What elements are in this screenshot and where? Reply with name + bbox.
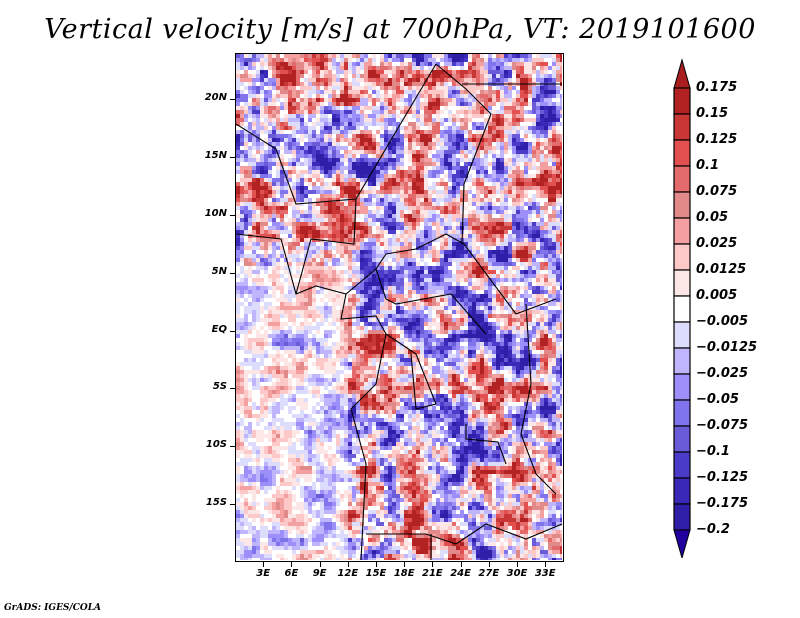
colorbar-label: 0.0125 bbox=[696, 262, 747, 277]
colorbar-label: −0.125 bbox=[696, 470, 749, 485]
colorbar-bin bbox=[673, 425, 691, 453]
country-border bbox=[350, 333, 387, 560]
colorbar-bin bbox=[673, 451, 691, 479]
velocity-field bbox=[236, 54, 562, 560]
velocity-cells bbox=[236, 54, 562, 560]
country-border bbox=[366, 523, 562, 545]
y-tick-mark bbox=[230, 99, 235, 101]
colorbar-label: 0.075 bbox=[696, 184, 738, 199]
colorbar-bin bbox=[673, 347, 691, 375]
country-border bbox=[520, 303, 557, 495]
x-tick-mark bbox=[376, 562, 377, 567]
colorbar-label: −0.2 bbox=[696, 522, 730, 537]
colorbar-bottom-arrow bbox=[673, 529, 691, 558]
x-tick-label: 24E bbox=[450, 568, 471, 579]
x-tick-mark bbox=[347, 562, 349, 567]
colorbar-bin bbox=[673, 321, 691, 349]
colorbar-label: 0.05 bbox=[696, 210, 729, 225]
x-tick-mark bbox=[404, 562, 406, 567]
colorbar-label: 0.025 bbox=[696, 236, 738, 251]
colorbar-bin bbox=[673, 295, 691, 323]
x-tick-mark bbox=[319, 562, 321, 567]
y-tick-label: 10N bbox=[204, 207, 227, 219]
colorbar-label: 0.005 bbox=[696, 288, 738, 303]
y-tick-mark bbox=[230, 330, 235, 332]
x-tick-label: 27E bbox=[478, 568, 500, 579]
y-tick-label: 20N bbox=[204, 92, 227, 104]
y-tick-label: 10S bbox=[205, 439, 227, 451]
country-border bbox=[295, 198, 357, 295]
country-border bbox=[465, 424, 507, 465]
x-tick-label: 33E bbox=[534, 568, 556, 579]
country-border bbox=[385, 233, 557, 315]
colorbar-bin bbox=[673, 243, 691, 271]
colorbar-bin bbox=[673, 191, 691, 219]
colorbar-bin bbox=[673, 399, 691, 427]
colorbar-bin bbox=[673, 503, 691, 531]
country-border bbox=[435, 63, 492, 245]
y-tick-label: EQ bbox=[211, 323, 227, 335]
colorbar-bin bbox=[673, 113, 691, 141]
country-border bbox=[236, 63, 437, 205]
x-tick-label: 3E bbox=[256, 568, 271, 579]
colorbar-label: 0.15 bbox=[696, 106, 729, 121]
country-border bbox=[410, 353, 437, 410]
x-tick-mark bbox=[488, 562, 490, 567]
colorbar-bin bbox=[673, 165, 691, 193]
y-tick-mark bbox=[230, 504, 235, 506]
x-tick-label: 6E bbox=[284, 568, 299, 579]
colorbar-bin bbox=[673, 87, 691, 115]
map-plot-area bbox=[235, 53, 564, 562]
x-tick-mark bbox=[460, 562, 462, 567]
y-tick-mark bbox=[230, 446, 235, 448]
y-tick-mark bbox=[230, 388, 235, 390]
y-tick-label: 15S bbox=[205, 497, 227, 509]
x-tick-mark bbox=[432, 562, 434, 567]
x-tick-mark bbox=[517, 562, 518, 567]
colorbar-label: −0.05 bbox=[696, 392, 739, 407]
country-border bbox=[375, 268, 487, 335]
x-tick-label: 12E bbox=[337, 568, 359, 579]
colorbar-label: −0.075 bbox=[696, 418, 749, 433]
colorbar-label: 0.125 bbox=[696, 132, 738, 147]
colorbar-bin bbox=[673, 269, 691, 297]
x-tick-mark bbox=[263, 562, 265, 567]
colorbar bbox=[673, 58, 691, 558]
y-tick-label: 15N bbox=[204, 150, 227, 162]
colorbar-top-arrow bbox=[673, 58, 691, 89]
colorbar-label: 0.175 bbox=[696, 80, 738, 95]
x-tick-label: 15E bbox=[365, 568, 387, 579]
x-tick-mark bbox=[291, 562, 293, 567]
y-tick-label: 5N bbox=[211, 265, 227, 277]
x-tick-label: 21E bbox=[422, 568, 443, 579]
y-tick-mark bbox=[230, 157, 235, 159]
x-tick-mark bbox=[545, 562, 547, 567]
y-tick-label: 5S bbox=[212, 381, 227, 393]
x-tick-label: 30E bbox=[506, 568, 528, 579]
colorbar-label: 0.1 bbox=[696, 158, 720, 173]
colorbar-label: −0.025 bbox=[696, 366, 749, 381]
chart-title: Vertical velocity [m/s] at 700hPa, VT: 2… bbox=[44, 14, 756, 45]
y-tick-mark bbox=[230, 214, 235, 216]
colorbar-label: −0.1 bbox=[696, 444, 730, 459]
colorbar-bin bbox=[673, 373, 691, 401]
colorbar-bin bbox=[673, 477, 691, 505]
colorbar-bin bbox=[673, 217, 691, 245]
x-tick-label: 9E bbox=[312, 568, 327, 579]
y-tick-mark bbox=[230, 272, 235, 274]
colorbar-bin bbox=[673, 139, 691, 167]
x-tick-label: 18E bbox=[393, 568, 415, 579]
credit-label: GrADS: IGES/COLA bbox=[4, 603, 102, 613]
colorbar-label: −0.005 bbox=[696, 314, 749, 329]
country-border bbox=[340, 293, 437, 405]
colorbar-label: −0.0125 bbox=[696, 340, 758, 355]
colorbar-label: −0.175 bbox=[696, 496, 749, 511]
